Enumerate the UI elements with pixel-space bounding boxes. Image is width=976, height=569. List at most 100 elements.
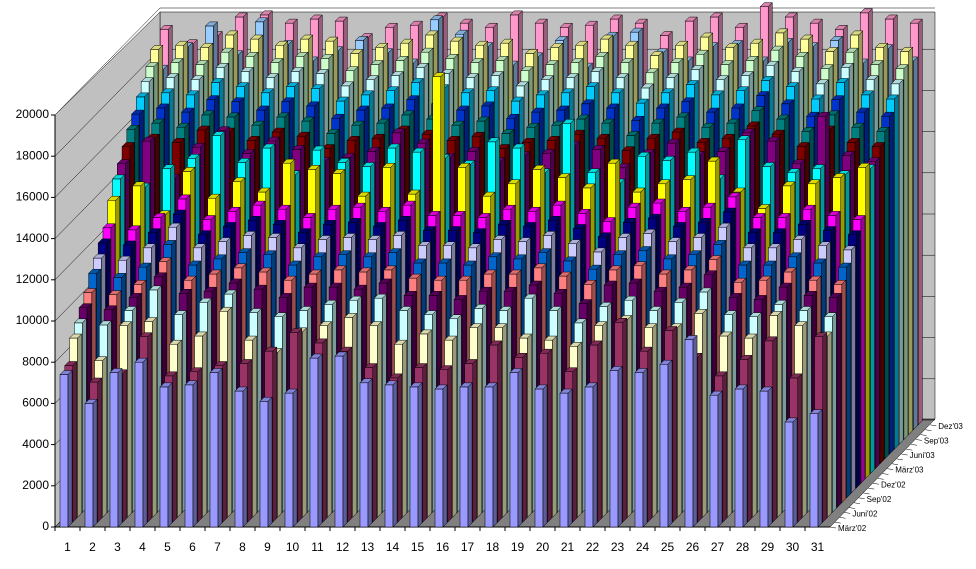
bar-side [846, 262, 851, 499]
bar-side [227, 306, 232, 518]
bar-side [517, 367, 523, 528]
depth-edge [872, 482, 879, 485]
bar-side [727, 331, 732, 518]
bar-side [452, 335, 457, 518]
bar-front [434, 388, 444, 528]
bar-front [409, 386, 419, 528]
bar [184, 380, 198, 528]
bar-side [372, 362, 378, 523]
bar-front [484, 386, 494, 528]
bar-side [527, 333, 532, 518]
bar [709, 390, 723, 528]
bar-side [467, 382, 473, 528]
bar-side [352, 312, 357, 518]
bar-front [809, 413, 819, 528]
bar-side [552, 335, 557, 518]
bar-front [209, 372, 219, 528]
x-tick-label: 5 [164, 540, 171, 554]
depth-label: Juni'03 [910, 451, 936, 460]
bar-side [242, 386, 248, 528]
bar-side [913, 56, 918, 431]
depth-label: Sep'03 [924, 437, 949, 446]
depth-edge [858, 497, 865, 500]
bar [634, 367, 648, 528]
bar-side [577, 341, 582, 518]
bar-front [234, 390, 244, 528]
bar [559, 388, 573, 528]
x-tick-label: 23 [611, 540, 625, 554]
bar [59, 369, 73, 528]
bar-side [127, 321, 132, 518]
bar-side [442, 384, 448, 528]
depth-label: Dez'03 [938, 422, 963, 431]
x-tick-label: 29 [761, 540, 775, 554]
bar-side [677, 323, 682, 518]
bar-side [592, 382, 598, 528]
bar-side [865, 162, 871, 479]
x-tick-label: 28 [736, 540, 750, 554]
depth-edge [906, 448, 913, 451]
bar-side [422, 362, 428, 523]
bar-side [377, 321, 382, 518]
bar [284, 388, 298, 528]
x-tick-label: 24 [636, 540, 650, 554]
bar [784, 417, 798, 528]
bar [334, 351, 348, 528]
bar-side [747, 354, 753, 523]
bar-front [784, 421, 794, 528]
bar-side [292, 388, 298, 528]
bar-side [822, 332, 828, 523]
bar-side [667, 359, 673, 528]
x-tick-label: 26 [686, 540, 700, 554]
x-tick-label: 14 [386, 540, 400, 554]
bar-side [192, 380, 198, 528]
bar-side [908, 46, 913, 436]
bar-side [152, 316, 157, 518]
x-tick-label: 22 [586, 540, 600, 554]
x-tick-label: 15 [411, 540, 425, 554]
depth-edge [853, 502, 860, 504]
bar-side [392, 380, 398, 528]
x-tick-label: 11 [311, 540, 324, 554]
bar [209, 367, 223, 528]
y-tick-label: 2000 [22, 478, 49, 492]
depth-label: Sep'02 [867, 495, 892, 504]
y-tick-label: 10000 [16, 313, 50, 327]
bar-side [147, 332, 153, 523]
bar-side [722, 371, 728, 523]
bar-side [172, 371, 178, 523]
bar-front [634, 372, 644, 528]
bar-side [317, 353, 323, 528]
bar-side [72, 360, 78, 523]
y-tick-label: 4000 [22, 437, 49, 451]
bar-side [497, 340, 503, 523]
x-tick-label: 12 [336, 540, 350, 554]
bar [609, 365, 623, 528]
bar-front [459, 386, 469, 528]
x-tick-label: 1 [64, 540, 71, 554]
bar-side [522, 352, 528, 523]
bar-side [889, 111, 894, 455]
bar-side [97, 377, 103, 523]
bar-side [772, 336, 778, 523]
depth-edge [896, 458, 903, 461]
x-tick-label: 30 [786, 540, 800, 554]
bar-side [402, 339, 407, 518]
bar-side [67, 369, 73, 528]
bar [684, 334, 698, 528]
bar [359, 378, 373, 528]
bar-front [759, 390, 769, 528]
bar-front [134, 361, 144, 528]
bar-front [334, 355, 344, 528]
bar-side [827, 331, 832, 518]
depth-edge [930, 424, 937, 427]
depth-edge [882, 473, 889, 475]
x-tick-label: 16 [436, 540, 450, 554]
bar-side [832, 312, 837, 514]
bar-side [817, 409, 823, 528]
bar-side [472, 358, 478, 523]
bar-side [177, 339, 182, 518]
bar-side [102, 356, 107, 518]
bar-side [447, 365, 453, 523]
bar-side [622, 317, 628, 523]
